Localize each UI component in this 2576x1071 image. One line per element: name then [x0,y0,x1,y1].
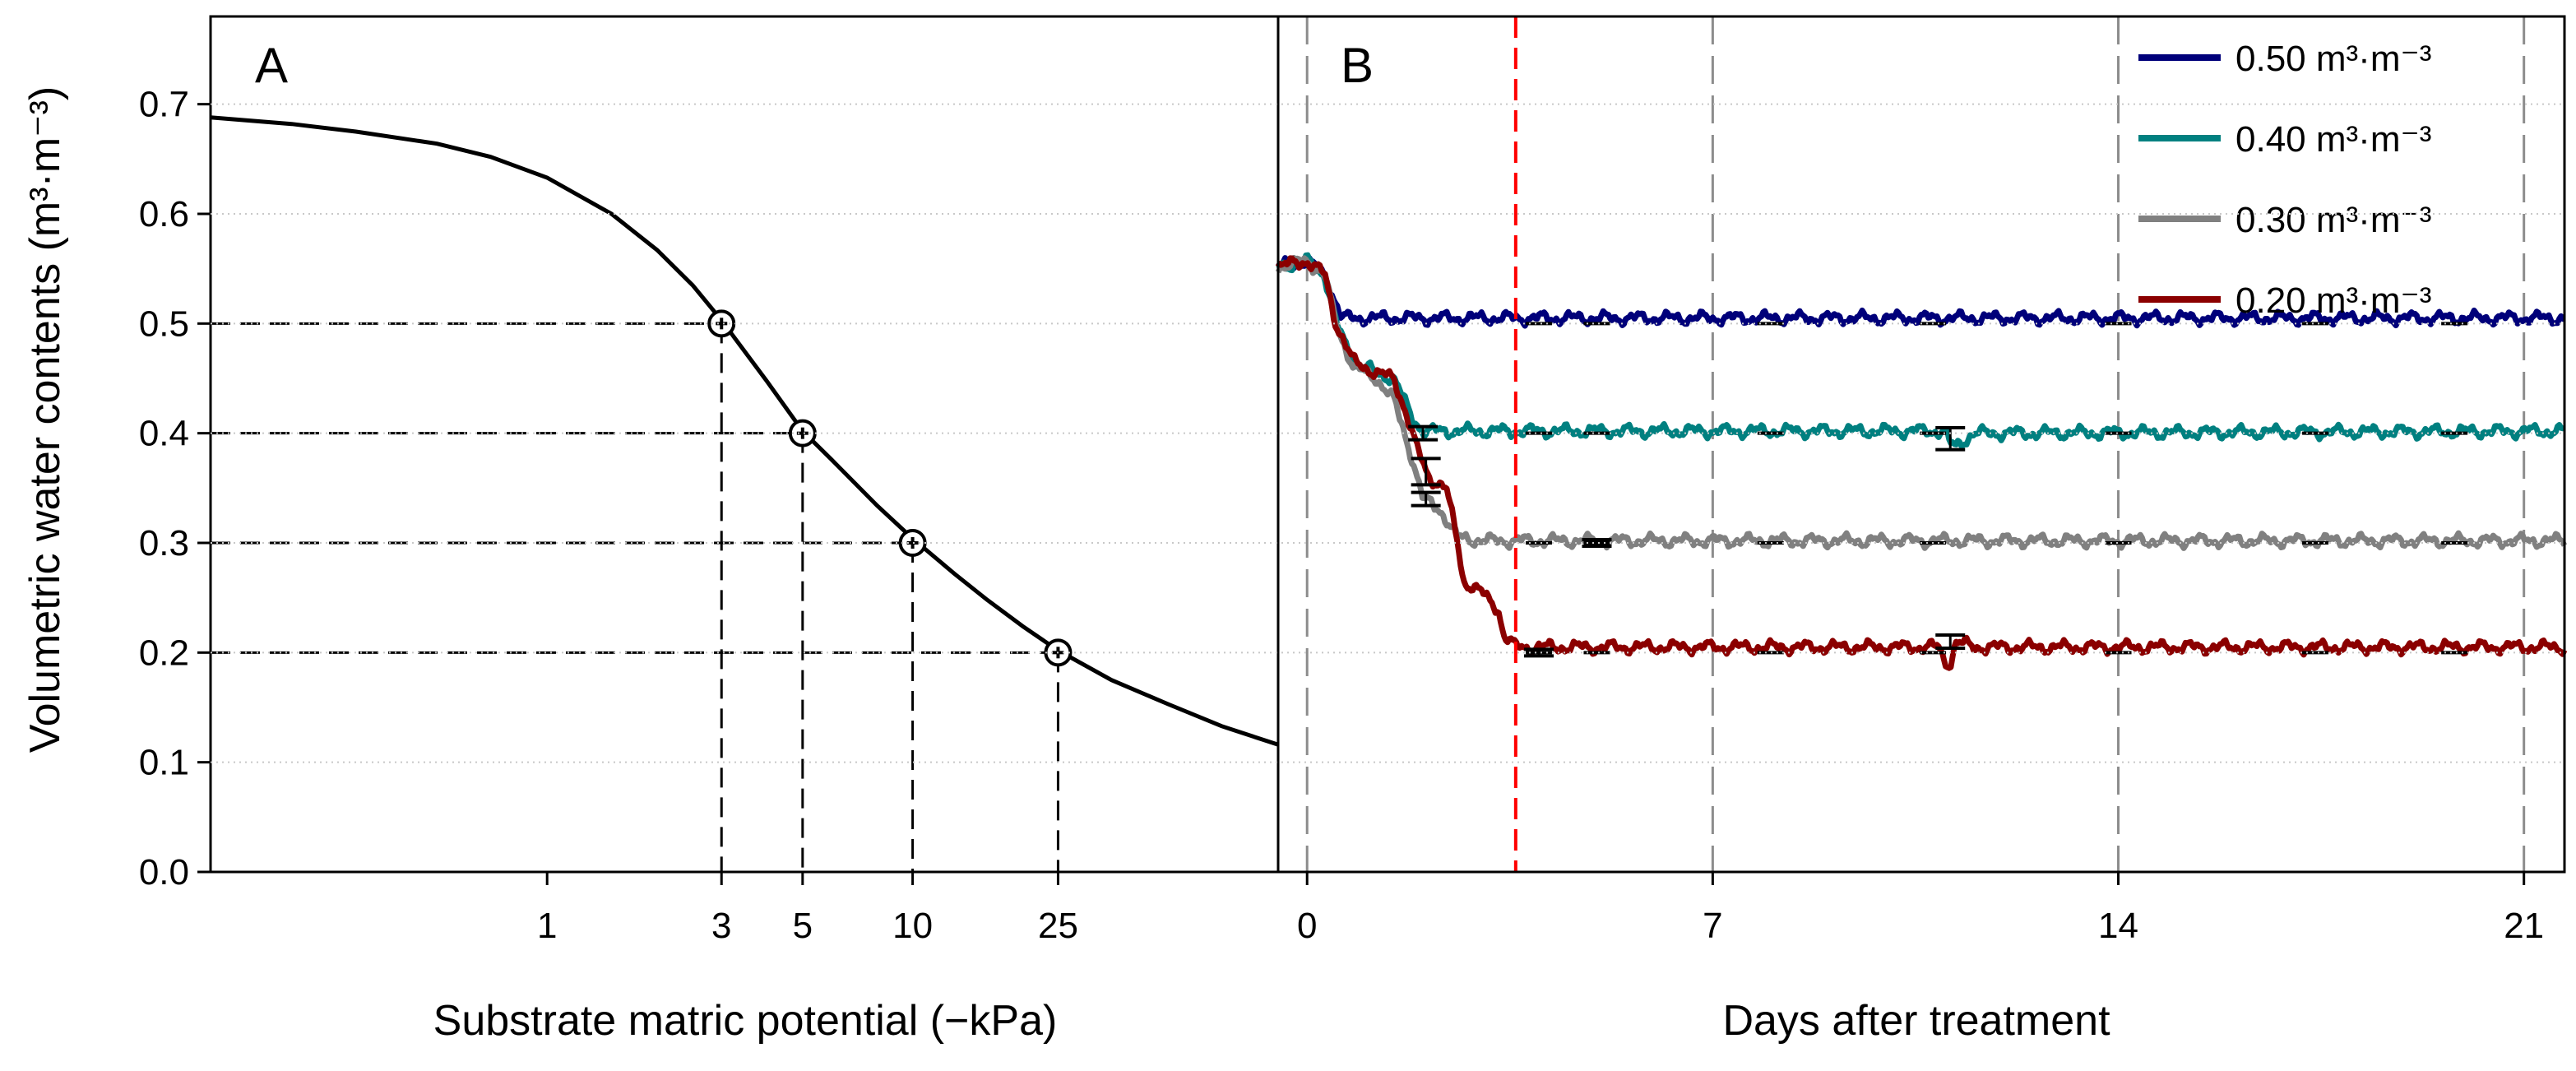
marker-1 [788,419,817,447]
y-tick-label-2: 0.2 [139,633,189,673]
error-bar-0 [1408,424,1439,442]
y-tick-label-6: 0.6 [139,194,189,234]
x-tick-label-a-2: 5 [793,906,813,946]
x-tick-label-b-0: 0 [1297,906,1317,946]
error-bar-6 [1582,538,1612,548]
legend-label-1: 0.40 m³·m⁻³ [2235,119,2431,160]
x-tick-label-b-1: 7 [1703,906,1722,946]
error-bar-4 [1935,633,1966,650]
legend-label-2: 0.30 m³·m⁻³ [2235,200,2431,240]
series-line-1 [1276,252,2566,449]
panel-a: A Volumetric water contents (m³·m⁻³) Sub… [21,15,1280,1045]
x-tick-label-a-3: 10 [892,906,933,946]
y-tick-label-0: 0.0 [139,852,189,892]
marker-0 [707,309,736,338]
retention-curve [210,115,1279,747]
y-tick-label-3: 0.3 [139,523,189,563]
panel-b-letter: B [1341,38,1374,93]
error-bar-5 [1524,647,1554,658]
legend-label-3: 0.20 m³·m⁻³ [2235,280,2431,321]
error-bar-1 [1411,457,1441,487]
y-tick-label-7: 0.7 [139,85,189,125]
marker-2 [898,529,927,557]
panel-a-frame [209,15,1280,874]
error-bar-3 [1935,426,1966,452]
panel-b: B Days after treatment 0 7 14 21 0.50 m³·m⁻³… [1275,15,2568,1045]
series-line-3 [1275,255,2568,671]
series-line-2 [1275,254,2568,551]
y-tick-label-5: 0.5 [139,304,189,344]
x-tick-label-a-1: 3 [711,906,731,946]
panel-a-x-axis-title: Substrate matric potential (−kPa) [433,997,1058,1045]
error-bar-2 [1411,490,1441,508]
x-tick-label-a-0: 1 [537,906,557,946]
y-tick-label-1: 0.1 [139,743,189,783]
x-tick-label-b-3: 21 [2504,906,2544,946]
panel-b-x-axis-title: Days after treatment [1722,997,2110,1045]
x-tick-label-b-2: 14 [2098,906,2138,946]
legend: 0.50 m³·m⁻³ 0.40 m³·m⁻³ 0.30 m³·m⁻³ 0.20 m³… [2138,39,2431,321]
series-line-0 [1276,255,2566,329]
x-tick-label-a-4: 25 [1038,906,1078,946]
legend-label-0: 0.50 m³·m⁻³ [2235,39,2431,79]
y-tick-label-4: 0.4 [139,414,189,454]
y-axis-title: Volumetric water contents (m³·m⁻³) [21,86,69,753]
panel-b-frame [1276,15,2566,874]
panel-a-letter: A [255,38,288,93]
